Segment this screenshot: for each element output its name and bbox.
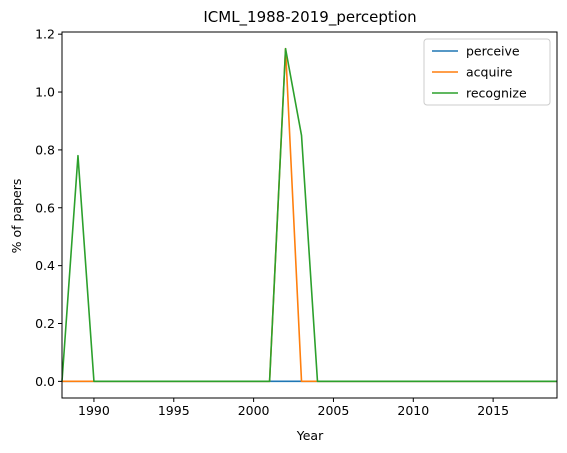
y-tick-label: 0.6 [35, 200, 55, 215]
x-axis: 1990 1995 2000 2005 2010 2015 [78, 398, 509, 418]
y-tick-label: 0.4 [35, 258, 55, 273]
y-axis-label: % of papers [9, 179, 24, 254]
x-tick-label: 2010 [397, 403, 429, 418]
legend-label-recognize: recognize [466, 86, 527, 101]
legend-label-perceive: perceive [466, 44, 520, 59]
y-axis: 0.0 0.2 0.4 0.6 0.8 1.0 1.2 [35, 27, 62, 389]
y-tick-label: 0.0 [35, 374, 55, 389]
x-tick-label: 2005 [318, 403, 350, 418]
x-tick-label: 1995 [158, 403, 190, 418]
legend-box [423, 38, 551, 106]
plot-frame [61, 31, 558, 399]
series-line-recognize [61, 47, 557, 383]
y-tick-label: 0.8 [35, 142, 55, 157]
plot-area [61, 47, 557, 383]
x-tick-label: 1990 [78, 403, 110, 418]
legend: perceive acquire recognize [423, 38, 551, 106]
y-tick-label: 0.2 [35, 316, 55, 331]
y-tick-label: 1.2 [35, 27, 55, 42]
x-tick-label: 2000 [238, 403, 270, 418]
y-tick-label: 1.0 [35, 85, 55, 100]
legend-label-acquire: acquire [466, 65, 513, 80]
x-tick-label: 2015 [477, 403, 509, 418]
chart-title: ICML_1988-2019_perception [203, 8, 416, 27]
x-axis-label: Year [296, 428, 324, 443]
